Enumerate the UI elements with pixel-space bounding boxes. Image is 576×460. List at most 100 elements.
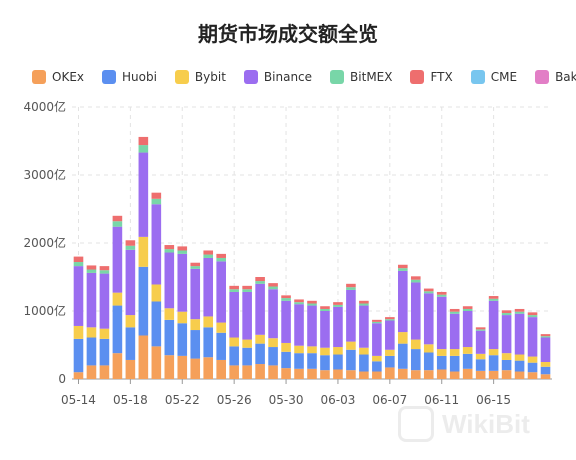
bar-segment-binance	[164, 252, 175, 309]
bar-segment-huobi	[372, 361, 382, 372]
bar-segment-ftx	[268, 283, 278, 287]
bar-segment-bitmex	[449, 311, 460, 314]
bar-segment-ftx	[372, 319, 382, 322]
bar-segment-ftx	[307, 300, 317, 304]
bar-segment-binance	[177, 253, 188, 312]
bar-segment-binance	[320, 311, 330, 348]
bar-segment-bybit	[203, 316, 214, 328]
bar-segment-bybit	[527, 356, 538, 363]
bar-segment-ftx	[138, 136, 149, 146]
legend-item-huobi[interactable]: Huobi	[102, 70, 157, 84]
bar-segment-binance	[112, 226, 123, 293]
chart-legend: OKEx Huobi Bybit Binance BitMEX FTX CME Bakkt	[32, 70, 576, 84]
bar-segment-okex	[86, 365, 97, 379]
bar-segment-bitmex	[99, 270, 110, 274]
bar-segment-okex	[514, 371, 525, 379]
bar-segment-huobi	[488, 355, 499, 371]
bar-segment-bybit	[99, 328, 110, 339]
bar-segment-ftx	[73, 256, 84, 263]
x-tick-label: 05-26	[217, 393, 252, 407]
bar-segment-bitmex	[398, 268, 408, 271]
bar-segment-ftx	[449, 308, 460, 312]
legend-item-okex[interactable]: OKEx	[32, 70, 84, 84]
bar-segment-binance	[410, 282, 421, 340]
bar-segment-ftx	[99, 266, 110, 271]
bar-segment-ftx	[501, 310, 512, 314]
bar-segment-bybit	[398, 332, 408, 344]
bar-segment-bitmex	[346, 287, 356, 290]
bar-segment-ftx	[462, 306, 473, 309]
bar-segment-huobi	[294, 353, 304, 369]
bar-segment-huobi	[385, 355, 395, 368]
bar-segment-bitmex	[307, 303, 317, 306]
x-tick-label: 06-07	[372, 393, 407, 407]
bar-segment-binance	[501, 315, 512, 354]
bar-segment-okex	[294, 368, 304, 379]
bar-segment-binance	[372, 323, 382, 356]
bar-segment-bybit	[281, 342, 291, 352]
bar-segment-bybit	[475, 353, 486, 360]
bar-segment-bitmex	[359, 303, 369, 306]
bar-segment-huobi	[242, 347, 252, 366]
x-tick-label: 06-11	[424, 393, 459, 407]
legend-swatch	[174, 70, 189, 84]
bar-segment-bybit	[385, 349, 395, 356]
bar-segment-bitmex	[514, 311, 525, 314]
bar-segment-okex	[449, 371, 460, 379]
bar-segment-okex	[229, 365, 239, 379]
y-tick-label: 1000亿	[23, 303, 66, 318]
bar-segment-okex	[488, 370, 499, 379]
bar-segment-binance	[449, 313, 460, 350]
bar-segment-binance	[527, 317, 538, 357]
bar-segment-binance	[255, 283, 265, 335]
bar-segment-bybit	[242, 339, 252, 348]
bar-segment-binance	[475, 330, 486, 354]
legend-label: BitMEX	[350, 70, 393, 84]
legend-item-binance[interactable]: Binance	[243, 70, 312, 84]
bar-segment-huobi	[216, 332, 226, 360]
bar-segment-bybit	[294, 345, 304, 354]
legend-item-bybit[interactable]: Bybit	[174, 70, 226, 84]
y-tick-label: 4000亿	[23, 99, 66, 114]
bar-segment-bitmex	[242, 289, 252, 292]
legend-item-bakkt[interactable]: Bakkt	[535, 70, 576, 84]
bar-segment-bybit	[177, 311, 188, 324]
chart-title: 期货市场成交额全览	[198, 22, 378, 46]
bar-segment-ftx	[177, 246, 188, 251]
x-tick-label: 06-15	[476, 393, 511, 407]
bar-segment-bitmex	[164, 249, 175, 253]
bar-segment-ftx	[281, 295, 291, 299]
bar-segment-huobi	[333, 354, 343, 370]
bar-segment-ftx	[190, 262, 201, 267]
bar-segment-huobi	[423, 352, 434, 371]
bar-segment-ftx	[410, 276, 421, 280]
bar-segment-ftx	[385, 317, 395, 320]
legend-item-cme[interactable]: CME	[470, 70, 517, 84]
bar-segment-huobi	[540, 366, 551, 375]
bar-segment-huobi	[359, 354, 369, 372]
watermark: WikiBit	[398, 406, 530, 442]
bar-segment-binance	[488, 300, 499, 350]
bar-segment-bybit	[410, 339, 421, 350]
x-tick-label: 06-03	[321, 393, 356, 407]
x-tick-label: 05-30	[269, 393, 304, 407]
bar-segment-binance	[99, 273, 110, 329]
bar-segment-okex	[112, 353, 123, 379]
legend-item-ftx[interactable]: FTX	[410, 70, 453, 84]
bar-segment-huobi	[346, 349, 356, 371]
bar-segment-bitmex	[436, 294, 447, 297]
bar-segment-bybit	[320, 347, 330, 356]
bar-segment-ftx	[359, 300, 369, 304]
bar-segment-bybit	[151, 284, 162, 302]
bar-segment-ftx	[216, 253, 226, 258]
bar-segment-okex	[423, 370, 434, 379]
legend-label: Bakkt	[555, 70, 576, 84]
bar-segment-bitmex	[540, 336, 551, 338]
legend-item-bitmex[interactable]: BitMEX	[330, 70, 392, 84]
bar-segment-bitmex	[229, 289, 239, 292]
bar-segment-binance	[436, 296, 447, 350]
bar-segment-okex	[540, 374, 551, 379]
bar-segment-okex	[372, 371, 382, 379]
bar-segment-ftx	[346, 283, 356, 288]
